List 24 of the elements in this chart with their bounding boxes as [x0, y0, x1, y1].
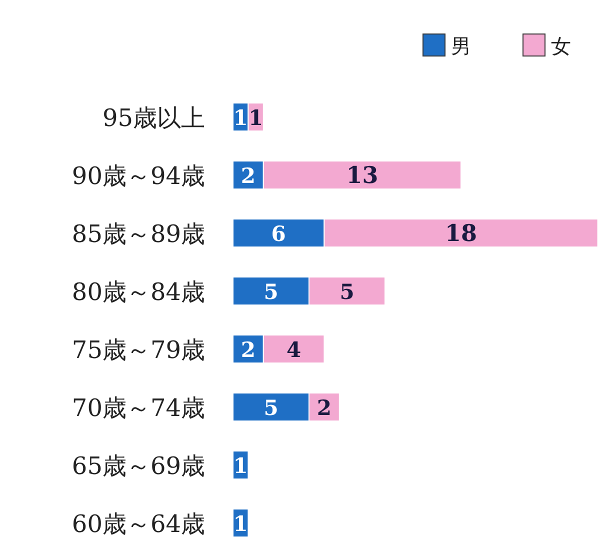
- data-label: 5: [264, 279, 278, 304]
- y-tick-label: 60歳～64歳: [72, 510, 205, 538]
- y-tick-label: 70歳～74歳: [72, 394, 205, 422]
- data-label: 6: [271, 221, 286, 246]
- data-label: 5: [340, 279, 354, 304]
- legend-label: 女: [551, 34, 571, 58]
- y-tick-label: 65歳～69歳: [72, 452, 205, 480]
- y-tick-label: 80歳～84歳: [72, 278, 205, 306]
- data-label: 18: [444, 220, 478, 247]
- y-tick-label: 90歳～94歳: [72, 162, 205, 190]
- y-tick-label: 85歳～89歳: [72, 220, 205, 248]
- data-label: 1: [248, 105, 264, 130]
- data-label: 5: [264, 395, 278, 420]
- data-label: 2: [240, 337, 256, 362]
- data-label: 13: [346, 162, 378, 189]
- data-label: 2: [240, 163, 256, 188]
- data-label: 4: [286, 337, 302, 362]
- data-label: 1: [233, 453, 248, 478]
- y-tick-label: 75歳～79歳: [72, 336, 205, 364]
- y-tick-label: 95歳以上: [102, 104, 205, 132]
- data-label: 1: [233, 105, 248, 130]
- data-label: 1: [233, 511, 248, 536]
- legend-label: 男: [451, 34, 471, 58]
- data-label: 2: [316, 395, 332, 420]
